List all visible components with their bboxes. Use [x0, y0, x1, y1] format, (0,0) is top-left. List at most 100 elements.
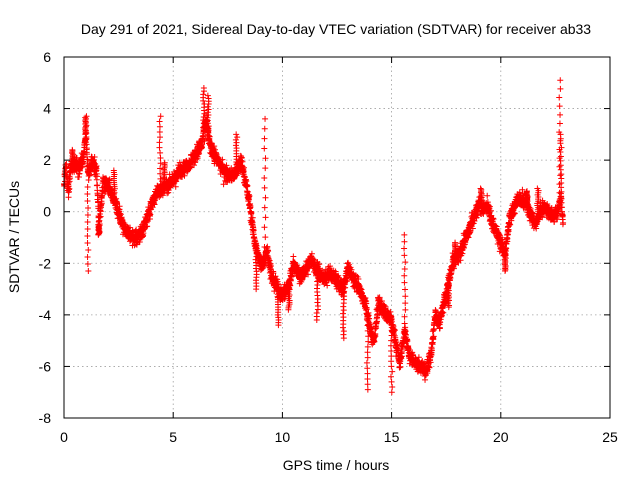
data-point: [504, 231, 511, 238]
data-point: [485, 204, 492, 211]
x-axis-label: GPS time / hours: [283, 457, 390, 473]
data-point: [239, 158, 246, 165]
y-tick-label: 4: [43, 101, 51, 117]
data-point: [298, 277, 305, 284]
data-point: [437, 318, 444, 325]
data-point: [469, 225, 476, 232]
data-point: [238, 154, 245, 161]
x-tick-label: 0: [60, 429, 68, 445]
y-tick-label: -2: [39, 255, 52, 271]
data-point: [127, 224, 134, 231]
data-point: [324, 282, 331, 289]
data-point: [90, 159, 97, 166]
data-point: [489, 215, 496, 222]
y-tick-label: 2: [43, 152, 51, 168]
data-point: [399, 353, 406, 360]
data-point: [353, 272, 360, 279]
data-point: [343, 278, 350, 285]
data-point: [144, 223, 151, 230]
data-point: [97, 213, 104, 220]
y-axis-label: SDTVAR / TECUs: [6, 181, 22, 293]
data-point: [147, 211, 154, 218]
data-point: [431, 325, 438, 332]
x-tick-label: 25: [602, 429, 618, 445]
data-point: [424, 370, 431, 377]
data-point: [470, 220, 477, 227]
data-point: [490, 216, 497, 223]
y-tick-label: 6: [43, 49, 51, 65]
data-point: [247, 203, 254, 210]
data-point: [430, 326, 437, 333]
data-point: [192, 158, 199, 165]
data-point: [172, 183, 179, 190]
x-tick-label: 20: [493, 429, 509, 445]
data-point: [66, 185, 73, 192]
data-point: [265, 248, 272, 255]
data-point: [305, 271, 312, 278]
data-point: [249, 214, 256, 221]
data-point: [193, 156, 200, 163]
data-point: [211, 143, 218, 150]
data-point: [372, 333, 379, 340]
data-point: [106, 176, 113, 183]
data-point: [397, 363, 404, 370]
data-point: [404, 338, 411, 345]
y-tick-label: -4: [39, 307, 52, 323]
data-point: [244, 188, 251, 195]
data-point: [67, 175, 74, 182]
data-point: [191, 162, 198, 169]
data-point: [505, 228, 512, 235]
data-point: [457, 257, 464, 264]
y-tick-label: -8: [39, 410, 52, 426]
data-point: [363, 306, 370, 313]
data-point: [136, 238, 143, 245]
data-point: [246, 193, 253, 200]
data-point: [308, 250, 315, 257]
x-tick-label: 15: [384, 429, 400, 445]
data-point: [116, 203, 123, 210]
data-point: [471, 217, 478, 224]
data-point: [93, 163, 100, 170]
y-tick-label: 0: [43, 204, 51, 220]
data-point: [436, 324, 443, 331]
data-point: [201, 138, 208, 145]
data-point: [94, 182, 101, 189]
data-point: [316, 260, 323, 267]
data-point: [151, 201, 158, 208]
x-tick-label: 10: [275, 429, 291, 445]
data-point: [427, 359, 434, 366]
y-tick-label: -6: [39, 358, 52, 374]
data-point: [98, 200, 105, 207]
data-point: [268, 262, 275, 269]
data-point: [422, 376, 429, 383]
data-point: [382, 304, 389, 311]
data-point: [405, 345, 412, 352]
data-point: [117, 211, 124, 218]
data-point: [374, 318, 381, 325]
data-point: [94, 173, 101, 180]
data-point: [220, 181, 227, 188]
data-point: [465, 234, 472, 241]
data-point: [290, 253, 297, 260]
data-point: [240, 164, 247, 171]
data-point: [223, 162, 230, 169]
data-point: [355, 275, 362, 282]
data-point: [428, 347, 435, 354]
data-layer: [61, 77, 567, 396]
data-point: [426, 364, 433, 371]
data-point: [84, 151, 91, 158]
data-point: [113, 198, 120, 205]
data-point: [484, 192, 491, 199]
x-tick-label: 5: [169, 429, 177, 445]
data-point: [493, 223, 500, 230]
data-point: [362, 295, 369, 302]
data-point: [212, 146, 219, 153]
chart-title: Day 291 of 2021, Sidereal Day-to-day VTE…: [81, 21, 591, 37]
data-point: [274, 280, 281, 287]
data-point: [430, 333, 437, 340]
data-point: [450, 265, 457, 272]
data-point: [394, 342, 401, 349]
